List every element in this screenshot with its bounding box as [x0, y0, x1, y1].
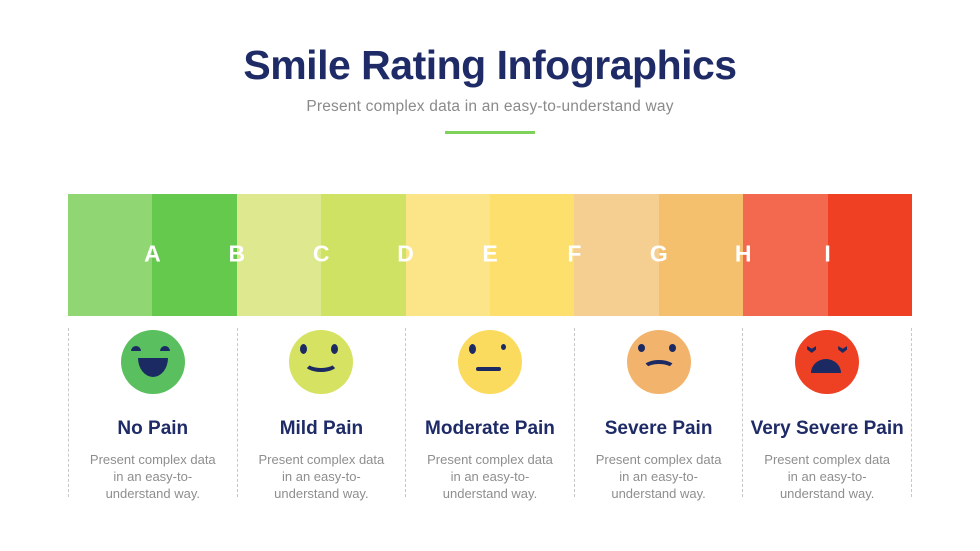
face-eye-left: [130, 346, 141, 351]
scale-letter-a: A: [144, 240, 161, 267]
page-subtitle: Present complex data in an easy-to-under…: [306, 98, 674, 115]
scale-letter-i: I: [824, 240, 831, 267]
face-eye-left: [300, 344, 308, 354]
face-eye-left: [637, 344, 645, 352]
scale-letter-g: G: [649, 240, 668, 267]
scale-segment-2: [152, 194, 237, 316]
scale-letter-d: D: [397, 240, 414, 267]
accent-divider: [445, 131, 535, 134]
face-eye-right: [500, 344, 506, 350]
rating-label: No Pain: [117, 418, 189, 439]
rating-description: Present complex data in an easy-to- unde…: [595, 452, 722, 501]
face-mouth: [811, 359, 842, 373]
rating-description: Present complex data in an easy-to- unde…: [89, 452, 216, 501]
rating-column-very-severe-pain: Very Severe Pain Present complex data in…: [742, 328, 912, 501]
scale-segment-9: [743, 194, 828, 316]
rating-label: Very Severe Pain: [750, 418, 904, 439]
neutral-face-icon: [457, 330, 522, 394]
rating-description: Present complex data in an easy-to- unde…: [258, 452, 385, 501]
rating-column-mild-pain: Mild Pain Present complex data in an eas…: [236, 328, 406, 501]
face-mouth: [475, 367, 501, 371]
face-eye-right: [668, 344, 676, 352]
ratings-row: No Pain Present complex data in an easy-…: [68, 328, 912, 501]
face-mouth: [137, 358, 168, 377]
rating-column-severe-pain: Severe Pain Present complex data in an e…: [573, 328, 743, 501]
scale-letter-h: H: [734, 240, 752, 267]
scale-segment-10: [827, 194, 913, 316]
scale-segment-4: [321, 194, 406, 316]
rating-column-moderate-pain: Moderate Pain Present complex data in an…: [405, 328, 574, 501]
scale-segment-3: [236, 194, 322, 316]
happy-face-icon: [120, 330, 185, 394]
pain-scale-bar: A B C D E F G H I: [68, 194, 913, 316]
scale-segment-5: [405, 194, 491, 316]
face-mouth: [303, 352, 340, 372]
scale-segment-1: [68, 194, 153, 316]
rating-label: Severe Pain: [604, 418, 713, 439]
rating-description: Present complex data in an easy-to- unde…: [427, 452, 553, 501]
scale-letters: A B C D E F G H I: [68, 194, 912, 316]
scale-segment-8: [658, 194, 744, 316]
face-eye-right: [159, 346, 170, 351]
rating-label: Mild Pain: [279, 418, 364, 439]
scale-segment-7: [574, 194, 659, 316]
face-eye-right: [331, 344, 339, 354]
scale-letter-b: B: [228, 240, 246, 267]
rating-column-no-pain: No Pain Present complex data in an easy-…: [68, 328, 237, 501]
face-eye-left: [468, 344, 476, 354]
page-title: Smile Rating Infographics: [243, 42, 737, 88]
face-eye-right: [838, 346, 848, 353]
face-mouth: [641, 360, 676, 378]
rating-label: Moderate Pain: [425, 418, 555, 439]
sad-face-icon: [626, 330, 691, 394]
slight-smile-face-icon: [289, 330, 354, 394]
scale-letter-f: F: [567, 240, 582, 267]
crying-face-icon: [795, 330, 860, 394]
scale-letter-c: C: [312, 240, 330, 267]
header: Smile Rating Infographics Present comple…: [0, 0, 980, 134]
rating-description: Present complex data in an easy-to- unde…: [764, 452, 891, 501]
scale-segment-6: [490, 194, 575, 316]
face-eye-left: [807, 346, 817, 353]
scale-letter-e: E: [482, 240, 498, 267]
